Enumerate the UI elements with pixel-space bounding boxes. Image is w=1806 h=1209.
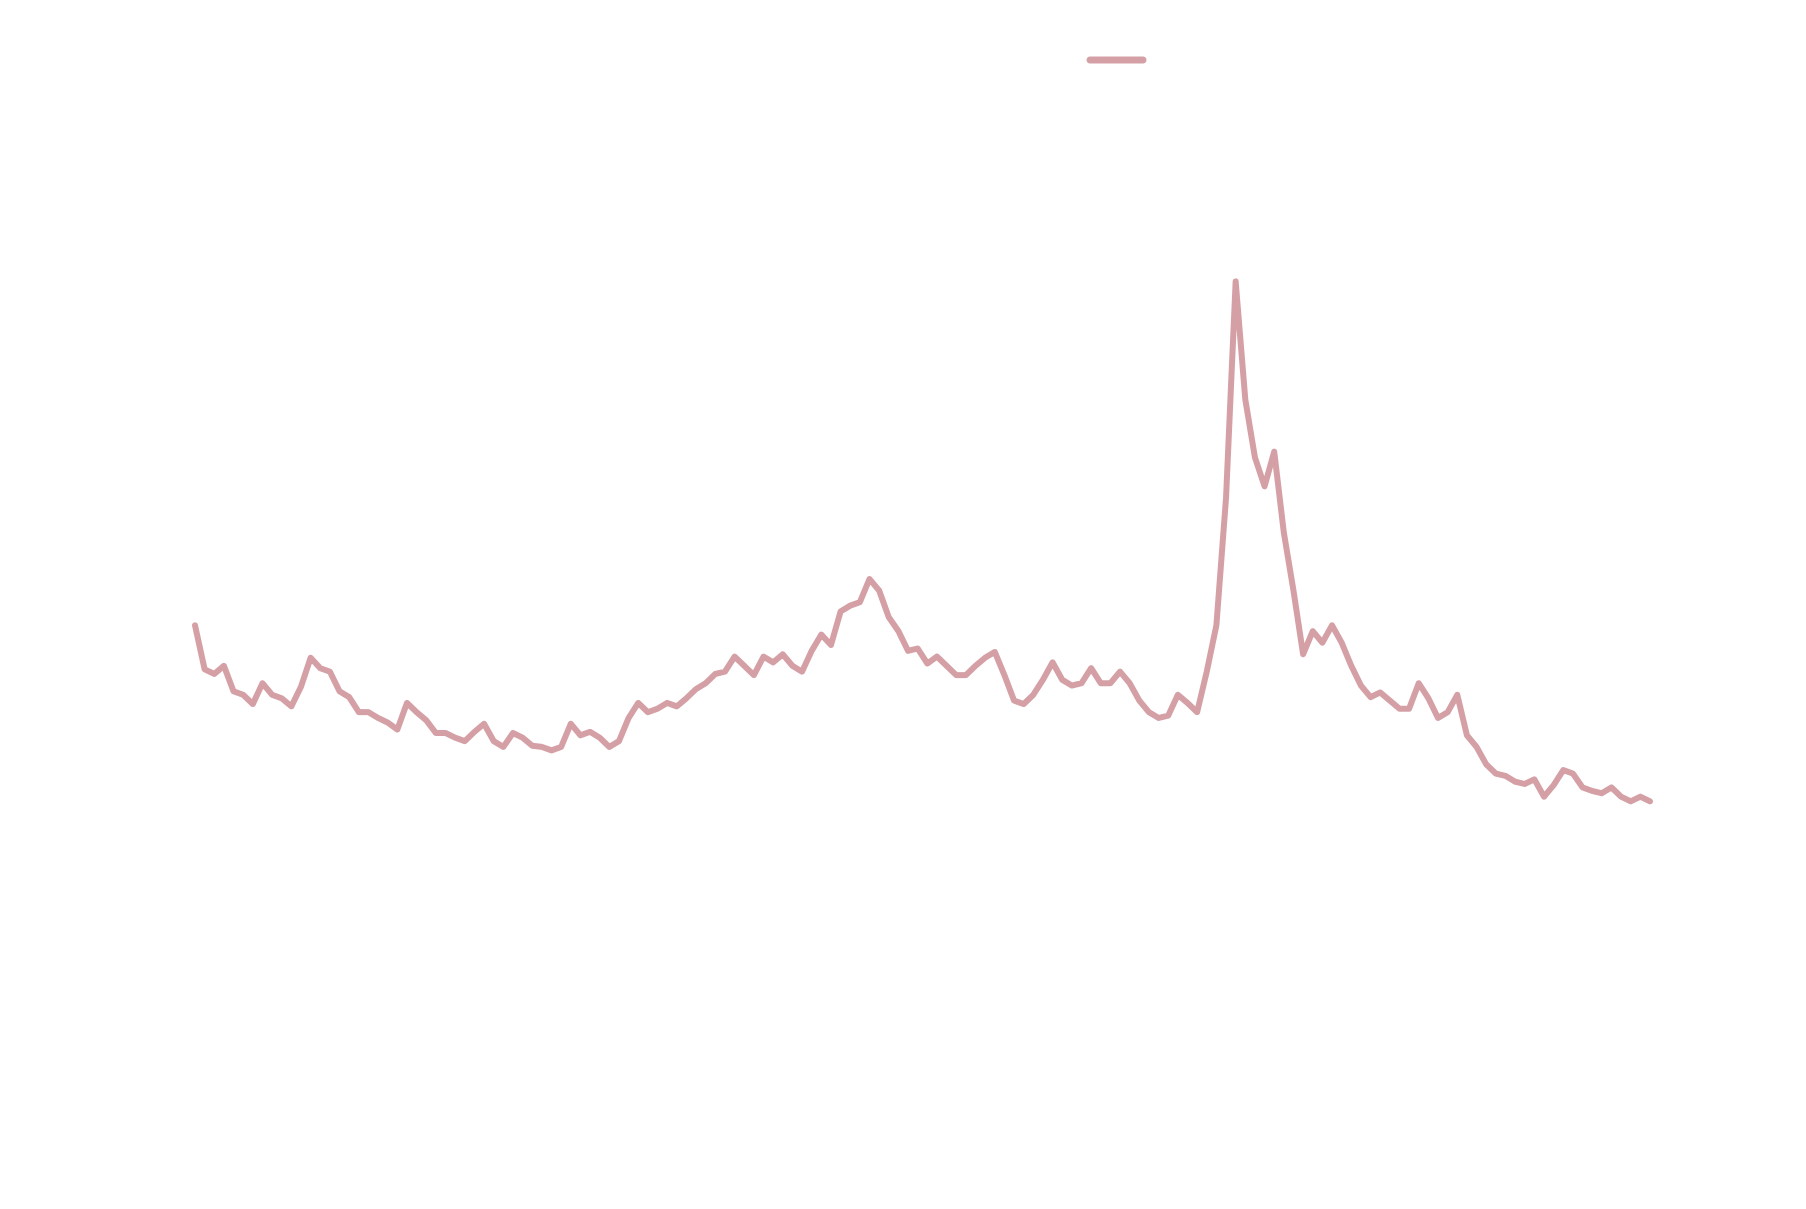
data-line <box>192 278 1653 805</box>
